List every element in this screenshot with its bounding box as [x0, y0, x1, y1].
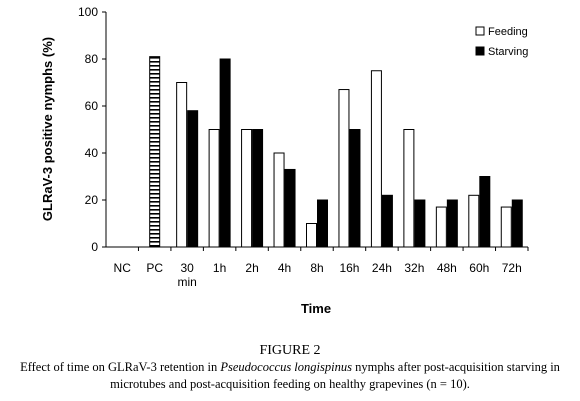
legend-label-feeding: Feeding	[488, 26, 528, 38]
bar-feeding	[208, 129, 220, 248]
bar-feeding	[338, 89, 350, 248]
bar-starving	[219, 58, 231, 248]
figure-label: FIGURE 2	[259, 343, 321, 358]
caption-text-after: nymphs after post-acquisition starving i…	[110, 360, 560, 391]
bar-starving	[252, 129, 264, 248]
bar-starving	[349, 129, 361, 248]
bar-starving	[187, 110, 199, 248]
figure-caption: Effect of time on GLRaV-3 retention in P…	[0, 359, 580, 393]
caption-species: Pseudococcus longispinus	[220, 360, 352, 374]
bar-feeding	[306, 223, 317, 248]
y-tick-label: 80	[85, 52, 99, 66]
legend-swatch-feeding	[475, 26, 485, 36]
bar-starving	[381, 194, 393, 248]
bar-feeding	[403, 129, 415, 248]
bar-feeding	[468, 194, 480, 248]
legend-swatch-starving	[475, 46, 485, 56]
x-tick-label: 4h	[278, 261, 291, 275]
legend-label-starving: Starving	[488, 46, 528, 58]
x-tick-label: 24h	[372, 261, 392, 275]
x-tick-label: 1h	[213, 261, 226, 275]
y-axis-title: GLRaV-3 positive nymphs (%)	[40, 37, 55, 221]
bar-feeding	[176, 82, 188, 248]
bar-starving	[284, 168, 296, 248]
y-tick-label: 40	[85, 146, 99, 160]
x-tick-label: NC	[114, 261, 132, 275]
x-tick-label: 48h	[437, 261, 457, 275]
x-tick-label: min	[177, 275, 196, 289]
bar-feeding	[273, 152, 285, 248]
y-tick-label: 0	[91, 240, 98, 254]
x-tick-label: 32h	[404, 261, 424, 275]
bar-starving	[446, 199, 458, 248]
bar-feeding	[370, 70, 382, 248]
y-tick-label: 100	[78, 5, 98, 19]
bar-starving	[317, 199, 328, 248]
x-tick-label: 30	[180, 261, 194, 275]
x-axis-title: Time	[301, 301, 331, 316]
caption-text-before: Effect of time on GLRaV-3 retention in	[20, 360, 221, 374]
bar-feeding	[435, 206, 447, 248]
x-tick-label: 60h	[469, 261, 489, 275]
legend: Feeding Starving	[475, 26, 528, 58]
x-tick-label: 72h	[502, 261, 522, 275]
bar-starving	[414, 199, 426, 248]
x-tick-label: 8h	[310, 261, 323, 275]
bar-starving	[511, 199, 523, 248]
bar-pc	[149, 56, 161, 248]
y-tick-label: 60	[85, 99, 99, 113]
y-tick-label: 20	[85, 193, 99, 207]
bar-feeding	[500, 206, 512, 248]
bar-feeding	[241, 129, 253, 248]
x-tick-label: PC	[146, 261, 163, 275]
bar-starving	[479, 176, 491, 248]
x-tick-label: 16h	[339, 261, 359, 275]
x-tick-label: 2h	[245, 261, 258, 275]
